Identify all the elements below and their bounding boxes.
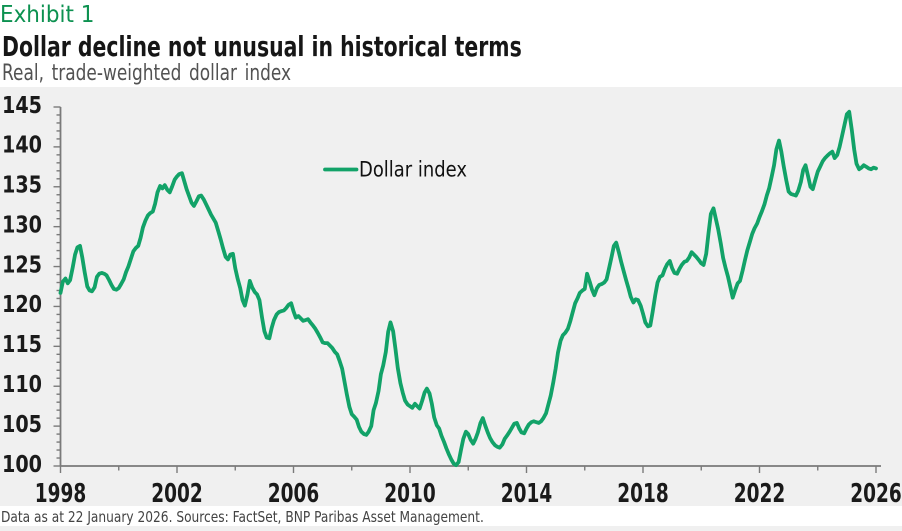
x-tick-label: 2006 (268, 479, 320, 506)
y-tick-label: 135 (2, 171, 42, 199)
y-tick-label: 105 (2, 410, 42, 438)
x-tick-label: 2022 (734, 479, 786, 506)
bottom-strip (0, 526, 902, 531)
y-tick-label: 115 (2, 330, 42, 358)
dollar-index-series-line (58, 109, 878, 468)
chart-subtitle: Real, trade-weighted dollar index (2, 59, 292, 86)
y-tick-label: 145 (2, 91, 42, 119)
y-tick-label: 120 (2, 290, 42, 318)
legend-label: Dollar index (359, 158, 467, 182)
x-tick-label: 2018 (617, 479, 669, 506)
chart-panel: 100 105 110 115 120 125 130 135 140 145 1998 2002 20… (0, 87, 902, 506)
x-tick-label: 2026 (850, 479, 902, 506)
x-tick-label: 1998 (35, 479, 87, 506)
footnote: Data as at 22 January 2026. Sources: Fac… (1, 508, 484, 526)
chart-title: Dollar decline not unusual in historical… (2, 29, 522, 63)
exhibit-label: Exhibit 1 (0, 0, 95, 28)
y-tick-label: 125 (2, 250, 42, 278)
x-tick-label: 2010 (384, 479, 436, 506)
y-tick-label: 110 (2, 370, 42, 398)
x-tick-label: 2002 (151, 479, 203, 506)
y-tick-label: 130 (2, 210, 42, 238)
x-tick-label: 2014 (501, 479, 553, 506)
dollar-index-line-chart: 100 105 110 115 120 125 130 135 140 145 1998 2002 20… (2, 91, 902, 506)
y-tick-label: 100 (2, 450, 42, 478)
y-tick-label: 140 (2, 131, 42, 159)
